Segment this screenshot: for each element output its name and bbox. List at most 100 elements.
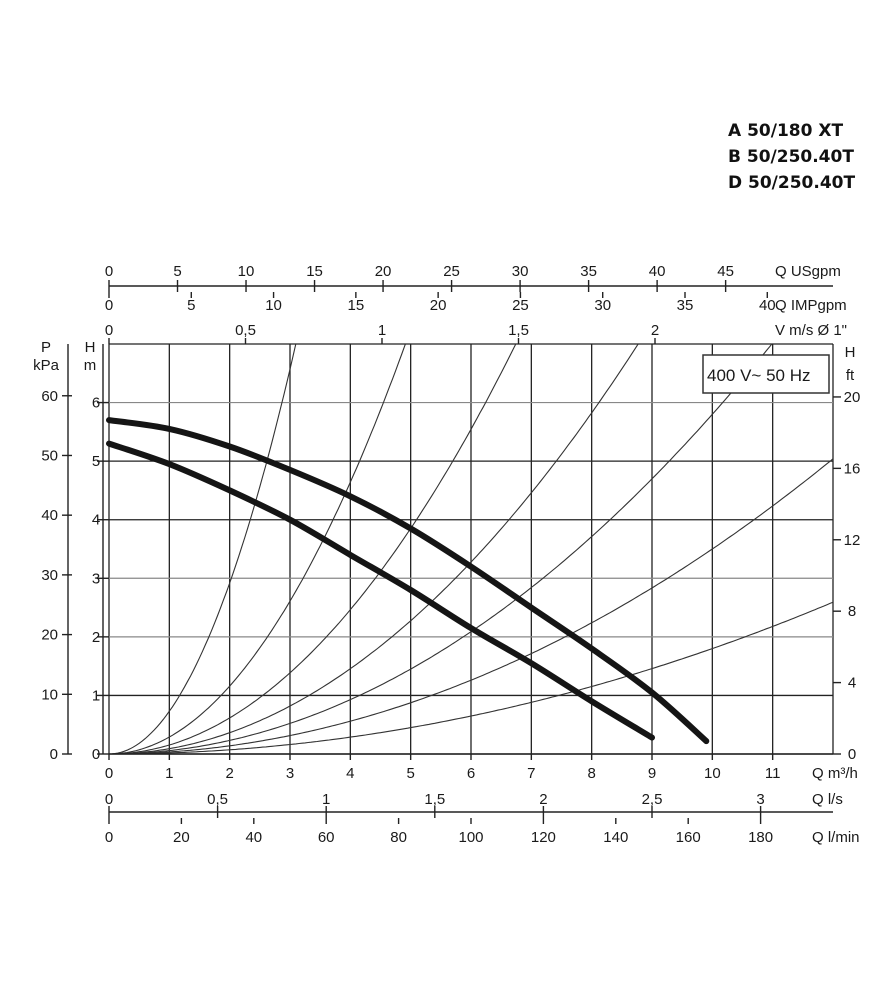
- ls-tick-label: 2: [539, 791, 547, 808]
- x-tick-label: 3: [286, 765, 294, 782]
- ls-tick-label: 2,5: [642, 791, 663, 808]
- p-kpa-tick-label: 40: [41, 507, 58, 524]
- impgpm-tick-label: 0: [105, 297, 113, 314]
- h-ft-label: H: [845, 344, 856, 361]
- usgpm-tick-label: 40: [649, 263, 666, 280]
- lmin-tick-label: 0: [105, 829, 113, 846]
- h-m-tick-label: 2: [92, 629, 100, 646]
- p-kpa-label: P: [41, 339, 51, 356]
- x-tick-label: 8: [587, 765, 595, 782]
- system-curve: [109, 343, 406, 755]
- model-list: A 50/180 XT B 50/250.40T D 50/250.40T: [728, 118, 855, 196]
- usgpm-tick-label: 35: [580, 263, 597, 280]
- impgpm-tick-label: 30: [594, 297, 611, 314]
- lmin-tick-label: 180: [748, 829, 773, 846]
- h-ft-tick-label: 0: [848, 746, 856, 763]
- x-tick-label: 10: [704, 765, 721, 782]
- velocity-tick-label: 0: [105, 322, 113, 339]
- p-kpa-tick-label: 20: [41, 627, 58, 644]
- usgpm-tick-label: 5: [173, 263, 181, 280]
- h-ft-tick-label: 16: [844, 460, 861, 477]
- velocity-axis-label: V m/s Ø 1": [775, 322, 847, 339]
- system-curve: [109, 343, 639, 755]
- system-curve: [109, 458, 834, 755]
- ls-tick-label: 1: [322, 791, 330, 808]
- velocity-tick-label: 1: [378, 322, 386, 339]
- pump-curve-1: [106, 417, 710, 745]
- usgpm-tick-label: 45: [717, 263, 734, 280]
- x-tick-label: 6: [467, 765, 475, 782]
- x-tick-label: 4: [346, 765, 354, 782]
- usgpm-tick-label: 0: [105, 263, 113, 280]
- p-kpa-tick-label: 30: [41, 567, 58, 584]
- h-m-tick-label: 5: [92, 453, 100, 470]
- h-m-label: H: [85, 339, 96, 356]
- system-curve: [108, 343, 297, 755]
- x-tick-label: 7: [527, 765, 535, 782]
- p-kpa-tick-label: 10: [41, 686, 58, 703]
- lmin-tick-label: 60: [318, 829, 335, 846]
- usgpm-tick-label: 15: [306, 263, 323, 280]
- p-kpa-tick-label: 50: [41, 447, 58, 464]
- h-ft-tick-label: 20: [844, 389, 861, 406]
- system-curve: [109, 343, 773, 755]
- x-axis-label: Q m³/h: [812, 765, 858, 782]
- lmin-tick-label: 120: [531, 829, 556, 846]
- impgpm-tick-label: 40: [759, 297, 776, 314]
- h-m-tick-label: 0: [92, 746, 100, 763]
- velocity-tick-label: 1,5: [508, 322, 529, 339]
- h-m-unit: m: [84, 357, 97, 374]
- pump-curves: [106, 417, 710, 745]
- p-kpa-tick-label: 60: [41, 388, 58, 405]
- impgpm-tick-label: 35: [677, 297, 694, 314]
- ls-tick-label: 1,5: [424, 791, 445, 808]
- h-m-tick-label: 1: [92, 687, 100, 704]
- impgpm-tick-label: 5: [187, 297, 195, 314]
- h-m-tick-label: 3: [92, 570, 100, 587]
- usgpm-tick-label: 25: [443, 263, 460, 280]
- x-tick-label: 2: [225, 765, 233, 782]
- h-ft-tick-label: 8: [848, 603, 856, 620]
- chart-grid: [108, 343, 834, 755]
- h-ft-tick-label: 4: [848, 675, 856, 692]
- h-m-tick-label: 4: [92, 512, 100, 529]
- ls-tick-label: 3: [756, 791, 764, 808]
- x-tick-label: 0: [105, 765, 113, 782]
- system-curves: [108, 343, 834, 755]
- x-tick-label: 1: [165, 765, 173, 782]
- velocity-tick-label: 0,5: [235, 322, 256, 339]
- impgpm-tick-label: 20: [430, 297, 447, 314]
- usgpm-tick-label: 30: [512, 263, 529, 280]
- impgpm-tick-label: 25: [512, 297, 529, 314]
- model-b: B 50/250.40T: [728, 147, 854, 167]
- impgpm-tick-label: 15: [348, 297, 365, 314]
- p-kpa-unit: kPa: [33, 357, 60, 374]
- lmin-tick-label: 40: [245, 829, 262, 846]
- x-tick-label: 5: [406, 765, 414, 782]
- usgpm-axis-label: Q USgpm: [775, 263, 841, 280]
- system-curve: [109, 601, 834, 755]
- velocity-tick-label: 2: [651, 322, 659, 339]
- lmin-tick-label: 20: [173, 829, 190, 846]
- lmin-tick-label: 80: [390, 829, 407, 846]
- usgpm-tick-label: 10: [238, 263, 255, 280]
- x-tick-label: 9: [648, 765, 656, 782]
- impgpm-axis-label: Q IMPgpm: [775, 297, 847, 314]
- model-a: A 50/180 XT: [728, 121, 844, 141]
- supply-label: 400 V~ 50 Hz: [707, 366, 811, 385]
- usgpm-tick-label: 20: [375, 263, 392, 280]
- h-ft-tick-label: 12: [844, 532, 861, 549]
- impgpm-tick-label: 10: [265, 297, 282, 314]
- h-m-tick-label: 6: [92, 395, 100, 412]
- lmin-tick-label: 100: [458, 829, 483, 846]
- lmin-tick-label: 140: [603, 829, 628, 846]
- lmin-axis-label: Q l/min: [812, 829, 860, 846]
- supply-label-box: 400 V~ 50 Hz: [702, 354, 830, 394]
- h-ft-unit: ft: [846, 367, 855, 384]
- lmin-tick-label: 160: [676, 829, 701, 846]
- p-kpa-tick-label: 0: [50, 746, 58, 763]
- system-curve: [109, 343, 517, 755]
- chart-axes: 0 1 2 3 4 5 6 7 8 9 10 11 Q m³/h0 0,5 1 1,5 2 2,5 3 Q l/s0 2…: [33, 263, 860, 846]
- x-tick-label: 11: [765, 765, 781, 782]
